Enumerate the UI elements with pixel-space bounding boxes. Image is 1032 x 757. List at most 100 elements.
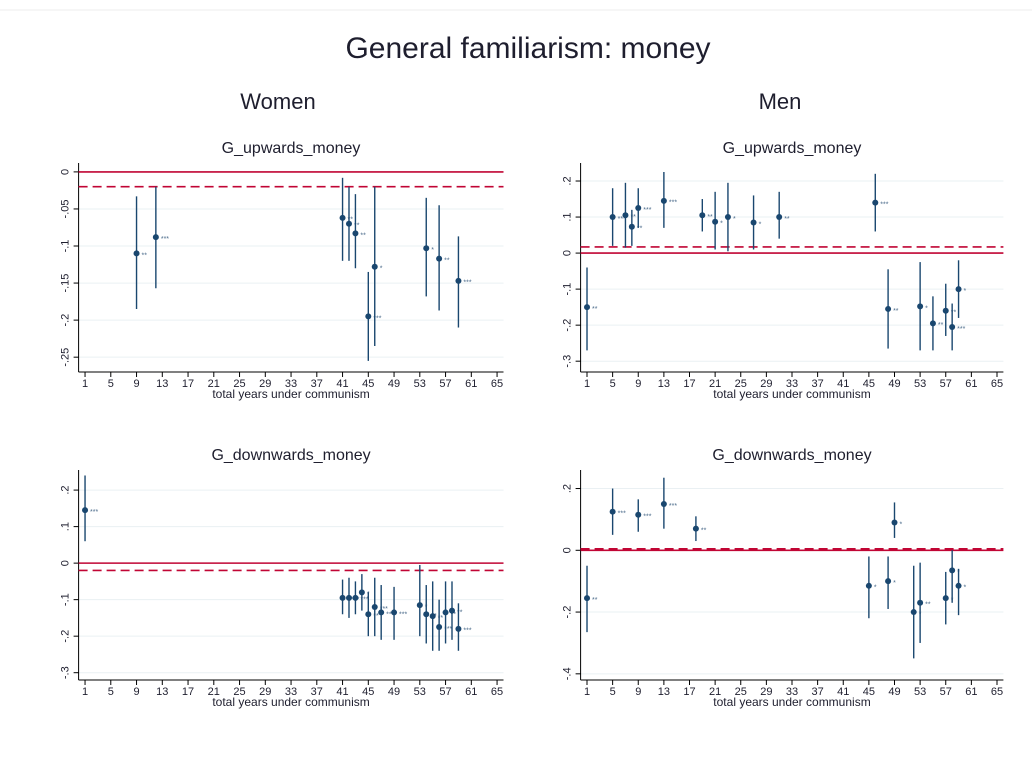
point [712,218,719,225]
significance-stars: ** [360,232,366,239]
x-tick-label: 9 [635,686,641,698]
x-tick-label: 41 [837,686,849,698]
x-tick-label: 21 [208,378,220,390]
x-tick-label: 37 [811,378,823,390]
point [429,613,436,620]
x-tick-label: 9 [635,378,641,390]
point [949,567,956,574]
point [660,500,667,507]
x-tick-label: 29 [259,378,271,390]
point [455,277,462,284]
significance-stars: ** [893,308,899,315]
point [699,212,706,219]
y-tick-label: 0 [562,250,574,256]
x-tick-label: 65 [491,686,503,698]
x-tick-label: 25 [735,378,747,390]
y-tick-label: -.1 [60,593,72,606]
point [949,323,956,330]
x-tick-label: 1 [82,686,88,698]
significance-stars: *** [373,315,381,322]
y-tick-label: .2 [562,176,574,185]
y-tick-label: -.1 [60,240,72,253]
x-tick-label: 29 [760,378,772,390]
x-axis-label: total years under communism [212,695,369,709]
point [365,313,372,320]
x-tick-label: 29 [760,686,772,698]
x-tick-label: 49 [888,378,900,390]
significance-stars: ** [707,214,713,221]
x-axis-label: total years under communism [713,695,870,709]
point [423,245,430,252]
significance-stars: ** [951,310,957,317]
significance-stars: ** [637,226,643,233]
x-axis-label: total years under communism [713,387,870,401]
x-tick-label: 1 [82,378,88,390]
x-tick-label: 57 [940,686,952,698]
point [436,255,443,262]
point [371,603,378,610]
significance-stars: * [964,585,967,592]
chart-title: G_upwards_money [222,140,361,157]
point [436,624,443,631]
point [584,304,591,311]
point [885,305,892,312]
significance-stars: *** [380,606,388,613]
x-tick-label: 65 [991,378,1003,390]
point [152,234,159,241]
significance-stars: ** [373,613,379,620]
y-tick-label: -.2 [60,630,72,643]
x-tick-label: 61 [965,686,977,698]
x-tick-label: 33 [285,686,297,698]
x-tick-label: 13 [658,686,670,698]
significance-stars: *** [669,200,677,207]
x-tick-label: 5 [610,686,616,698]
point [628,223,635,230]
x-tick-label: 61 [965,378,977,390]
column-title: Men [759,89,802,114]
point [776,214,783,221]
significance-stars: *** [360,597,368,604]
point [724,214,731,221]
point [660,197,667,204]
chart-title: G_downwards_money [712,447,871,464]
x-tick-label: 25 [735,686,747,698]
y-tick-label: .2 [60,485,72,494]
significance-stars: * [874,585,877,592]
x-tick-label: 13 [658,378,670,390]
significance-stars: *** [957,326,965,333]
x-tick-label: 57 [439,686,451,698]
x-tick-label: 25 [233,378,245,390]
x-tick-label: 5 [108,378,114,390]
point [448,607,455,614]
x-tick-label: 29 [259,686,271,698]
point [929,320,936,327]
point [865,582,872,589]
significance-stars: *** [463,628,471,635]
y-tick-label: -.2 [562,606,574,619]
point [339,214,346,221]
significance-stars: *** [444,626,452,633]
x-tick-label: 5 [108,686,114,698]
significance-stars: *** [618,216,626,223]
y-tick-label: -.4 [562,667,574,680]
significance-stars: *** [386,611,394,618]
y-tick-label: -.25 [60,348,72,367]
point [885,578,892,585]
significance-stars: ** [925,602,931,609]
point [133,250,140,257]
point [872,199,879,206]
significance-stars: *** [618,511,626,518]
significance-stars: * [431,247,434,254]
significance-stars: ** [592,306,598,313]
x-tick-label: 17 [683,378,695,390]
point [917,303,924,310]
significance-stars: * [964,288,967,295]
x-tick-label: 21 [709,378,721,390]
x-tick-label: 53 [914,686,926,698]
x-tick-label: 37 [311,378,323,390]
point [942,595,949,602]
figure-title: General familiarism: money [345,32,710,65]
point [622,212,629,219]
x-tick-label: 5 [610,378,616,390]
